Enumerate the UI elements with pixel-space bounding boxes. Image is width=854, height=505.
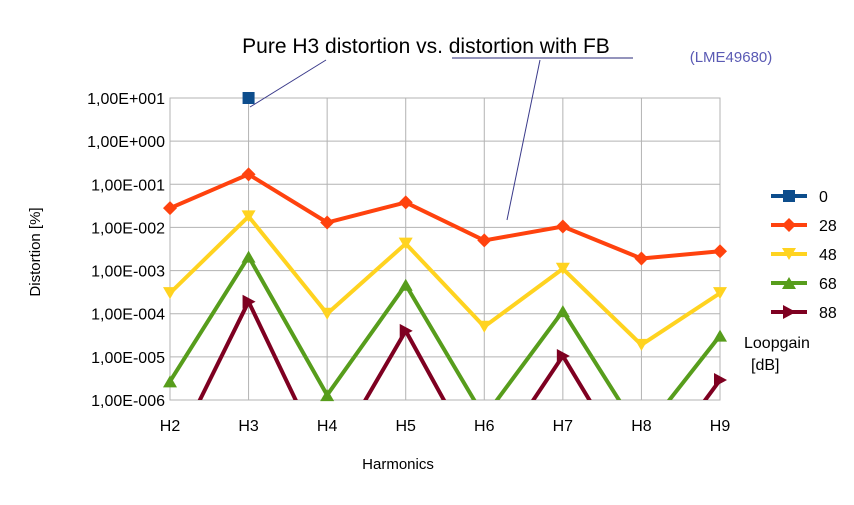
data-point-0 bbox=[242, 92, 255, 104]
legend-marker-48 bbox=[782, 248, 796, 260]
title-pointer-right bbox=[506, 59, 541, 221]
data-point-48 bbox=[320, 307, 335, 320]
data-point-68 bbox=[163, 375, 177, 388]
data-point-88 bbox=[714, 373, 727, 388]
legend-label: 68 bbox=[819, 276, 837, 293]
series-layer bbox=[170, 172, 720, 400]
data-point-68 bbox=[320, 389, 335, 402]
data-point-28 bbox=[320, 215, 335, 230]
data-point-68 bbox=[555, 305, 570, 318]
legend-marker-68 bbox=[782, 277, 796, 289]
legend-marker-0 bbox=[783, 190, 795, 202]
data-point-48 bbox=[555, 262, 570, 275]
data-point-28 bbox=[241, 167, 256, 182]
y-tick-label: 1,00E-006 bbox=[91, 393, 165, 410]
y-tick-label: 1,00E-002 bbox=[91, 220, 165, 237]
x-tick-label: H2 bbox=[160, 418, 181, 435]
data-point-48 bbox=[398, 237, 413, 250]
series-line-48 bbox=[170, 214, 720, 347]
series-line-68 bbox=[170, 254, 720, 400]
x-tick-label: H3 bbox=[238, 418, 259, 435]
y-axis-title: Distortion [%] bbox=[27, 207, 44, 296]
data-point-48 bbox=[634, 338, 649, 351]
data-point-68 bbox=[241, 250, 256, 263]
series-line-88 bbox=[197, 299, 720, 400]
chart-title: Pure H3 distortion vs. distortion with F… bbox=[242, 35, 610, 58]
data-point-48 bbox=[477, 320, 492, 333]
data-point-48 bbox=[163, 287, 177, 300]
legend-marker-88 bbox=[783, 305, 796, 319]
series-line-28 bbox=[170, 172, 720, 261]
legend-label: 28 bbox=[819, 218, 837, 235]
x-tick-label: H5 bbox=[395, 418, 416, 435]
y-tick-label: 1,00E-001 bbox=[91, 177, 165, 194]
legend-title-line-2: [dB] bbox=[751, 357, 779, 374]
data-point-88 bbox=[242, 294, 256, 309]
title-pointer-left bbox=[249, 59, 327, 108]
x-tick-label: H9 bbox=[710, 418, 731, 435]
data-point-28 bbox=[163, 201, 177, 216]
y-tick-label: 1,00E+000 bbox=[87, 134, 165, 151]
x-tick-label: H6 bbox=[474, 418, 495, 435]
data-point-48 bbox=[713, 287, 727, 300]
legend-label: 48 bbox=[819, 247, 837, 264]
part-number-note: (LME49680) bbox=[690, 49, 773, 66]
legend-marker-28 bbox=[782, 218, 796, 232]
y-tick-label: 1,00E-003 bbox=[91, 264, 165, 281]
legend-label: 0 bbox=[819, 189, 828, 206]
data-point-28 bbox=[477, 233, 492, 248]
legend: 0 28 48 68 88 bbox=[771, 189, 837, 322]
data-point-28 bbox=[634, 251, 649, 266]
x-tick-label: H4 bbox=[317, 418, 338, 435]
x-axis-title: Harmonics bbox=[362, 456, 434, 473]
data-point-28 bbox=[713, 244, 727, 259]
y-tick-label: 1,00E-005 bbox=[91, 350, 165, 367]
y-tick-label: 1,00E-004 bbox=[91, 307, 165, 324]
y-tick-labels: 1,00E+001 1,00E+000 1,00E-001 1,00E-002 1,00… bbox=[87, 91, 165, 410]
legend-title-line-1: Loopgain bbox=[744, 335, 810, 352]
data-point-48 bbox=[241, 210, 256, 223]
y-tick-label: 1,00E+001 bbox=[87, 91, 165, 108]
data-point-88 bbox=[556, 348, 570, 363]
data-point-88 bbox=[399, 323, 413, 338]
x-tick-label: H7 bbox=[553, 418, 574, 435]
data-point-68 bbox=[398, 278, 413, 291]
legend-label: 88 bbox=[819, 305, 837, 322]
markers-layer bbox=[163, 92, 727, 402]
data-point-68 bbox=[713, 329, 727, 342]
x-tick-label: H8 bbox=[631, 418, 652, 435]
gridlines bbox=[169, 97, 721, 401]
data-point-28 bbox=[555, 219, 570, 234]
x-tick-labels: H2 H3 H4 H5 H6 H7 H8 H9 bbox=[160, 418, 731, 435]
data-point-28 bbox=[398, 195, 413, 210]
